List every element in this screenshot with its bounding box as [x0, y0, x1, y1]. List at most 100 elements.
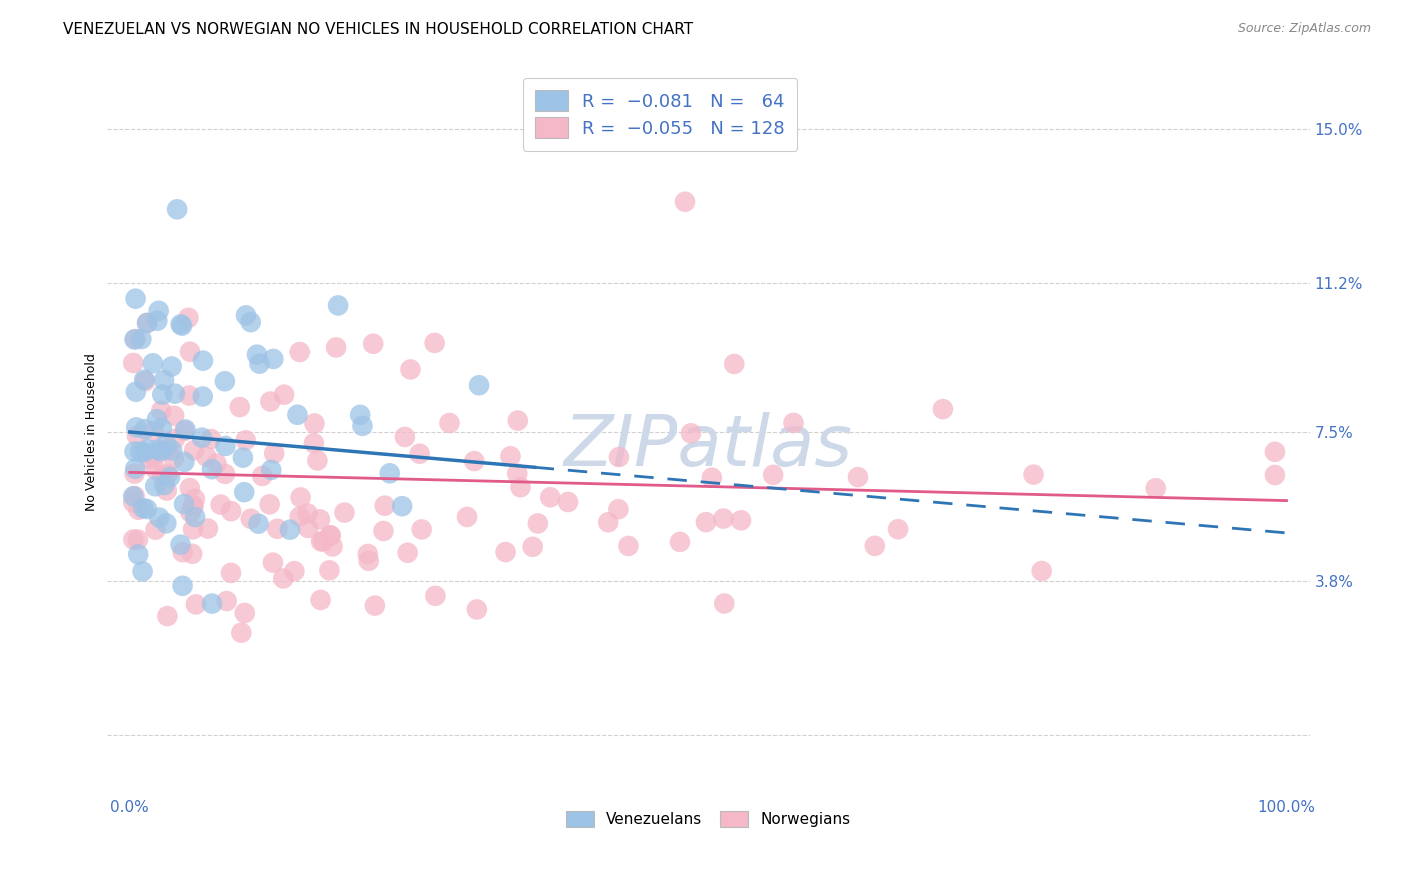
Point: [465, 602, 488, 616]
Point: [136, 316, 159, 330]
Point: [124, 467, 146, 481]
Point: [179, 388, 201, 402]
Point: [932, 402, 955, 417]
Point: [129, 445, 152, 459]
Point: [278, 523, 301, 537]
Point: [127, 503, 149, 517]
Point: [156, 483, 179, 498]
Point: [229, 400, 252, 414]
Point: [132, 445, 155, 459]
Point: [411, 523, 433, 537]
Point: [131, 565, 153, 579]
Point: [373, 524, 395, 538]
Point: [319, 528, 342, 542]
Point: [333, 506, 356, 520]
Point: [127, 533, 149, 547]
Point: [235, 434, 257, 448]
Point: [1264, 468, 1286, 483]
Y-axis label: No Vehicles in Household: No Vehicles in Household: [86, 353, 98, 511]
Point: [132, 501, 155, 516]
Point: [124, 333, 146, 347]
Legend: Venezuelans, Norwegians: Venezuelans, Norwegians: [558, 803, 858, 835]
Point: [150, 403, 173, 417]
Point: [152, 468, 174, 483]
Point: [134, 374, 156, 388]
Point: [173, 424, 195, 438]
Point: [214, 439, 236, 453]
Point: [153, 373, 176, 387]
Point: [136, 442, 159, 457]
Point: [143, 424, 166, 438]
Point: [146, 314, 169, 328]
Point: [846, 470, 869, 484]
Point: [156, 442, 179, 456]
Point: [730, 513, 752, 527]
Point: [669, 535, 692, 549]
Point: [522, 540, 544, 554]
Point: [146, 442, 169, 457]
Point: [374, 499, 396, 513]
Point: [290, 491, 312, 505]
Point: [181, 547, 204, 561]
Point: [163, 432, 186, 446]
Point: [364, 599, 387, 613]
Text: ZIPatlas: ZIPatlas: [564, 412, 852, 481]
Point: [180, 506, 202, 520]
Point: [201, 597, 224, 611]
Point: [297, 521, 319, 535]
Point: [200, 432, 222, 446]
Point: [124, 489, 146, 503]
Point: [184, 510, 207, 524]
Point: [172, 318, 194, 333]
Point: [172, 579, 194, 593]
Point: [156, 467, 179, 482]
Point: [249, 357, 271, 371]
Point: [499, 450, 522, 464]
Point: [145, 523, 167, 537]
Point: [135, 502, 157, 516]
Point: [160, 359, 183, 374]
Point: [325, 341, 347, 355]
Text: Source: ZipAtlas.com: Source: ZipAtlas.com: [1237, 22, 1371, 36]
Point: [159, 470, 181, 484]
Point: [361, 336, 384, 351]
Point: [723, 357, 745, 371]
Point: [124, 332, 146, 346]
Point: [349, 408, 371, 422]
Point: [762, 467, 785, 482]
Point: [166, 202, 188, 217]
Point: [231, 625, 253, 640]
Point: [239, 512, 262, 526]
Point: [174, 423, 197, 437]
Point: [247, 516, 270, 531]
Point: [309, 593, 332, 607]
Point: [219, 504, 242, 518]
Point: [169, 318, 191, 332]
Point: [396, 546, 419, 560]
Point: [183, 499, 205, 513]
Point: [468, 378, 491, 392]
Point: [184, 491, 207, 506]
Point: [326, 298, 349, 312]
Point: [153, 478, 176, 492]
Point: [150, 421, 173, 435]
Point: [273, 387, 295, 401]
Point: [179, 481, 201, 495]
Point: [125, 420, 148, 434]
Point: [209, 498, 232, 512]
Point: [127, 548, 149, 562]
Point: [527, 516, 550, 531]
Point: [288, 509, 311, 524]
Point: [138, 452, 160, 467]
Point: [263, 446, 285, 460]
Text: VENEZUELAN VS NORWEGIAN NO VEHICLES IN HOUSEHOLD CORRELATION CHART: VENEZUELAN VS NORWEGIAN NO VEHICLES IN H…: [63, 22, 693, 37]
Point: [134, 373, 156, 387]
Point: [149, 444, 172, 458]
Point: [169, 538, 191, 552]
Point: [302, 436, 325, 450]
Point: [122, 489, 145, 503]
Point: [201, 462, 224, 476]
Point: [495, 545, 517, 559]
Point: [1144, 481, 1167, 495]
Point: [172, 545, 194, 559]
